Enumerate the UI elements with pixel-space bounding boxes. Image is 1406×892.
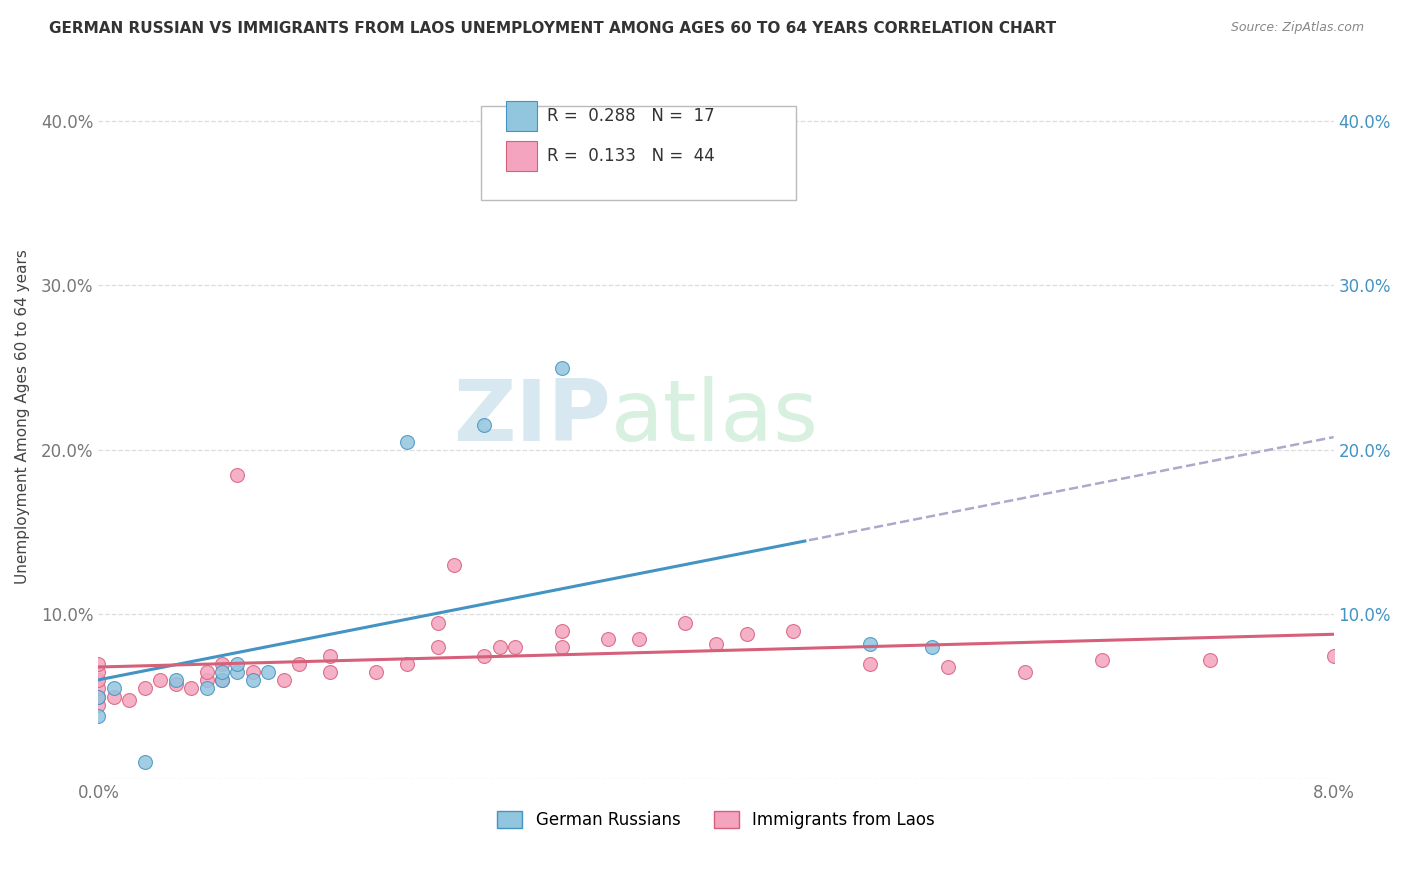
Point <box>596 632 619 646</box>
Point <box>195 665 218 679</box>
Point <box>165 676 187 690</box>
Point <box>288 657 311 671</box>
Point <box>103 690 125 704</box>
Point <box>474 418 496 433</box>
Point <box>87 673 110 688</box>
Point <box>627 632 650 646</box>
Point <box>211 665 233 679</box>
Point <box>550 624 572 638</box>
Point <box>396 434 419 449</box>
Point <box>195 673 218 688</box>
Point <box>443 558 465 572</box>
Point <box>1323 648 1346 663</box>
Point <box>921 640 943 655</box>
Text: atlas: atlas <box>612 376 820 458</box>
Bar <box>506 101 537 131</box>
Point <box>427 615 450 630</box>
Point <box>242 665 264 679</box>
Bar <box>506 141 537 171</box>
Point <box>550 360 572 375</box>
Text: R =  0.288   N =  17: R = 0.288 N = 17 <box>547 107 714 125</box>
Y-axis label: Unemployment Among Ages 60 to 64 years: Unemployment Among Ages 60 to 64 years <box>15 250 30 584</box>
Point <box>489 640 512 655</box>
Point <box>165 673 187 688</box>
Point <box>87 681 110 696</box>
Point <box>1091 653 1114 667</box>
Point <box>226 657 249 671</box>
Point <box>1199 653 1222 667</box>
Point <box>180 681 202 696</box>
Text: ZIP: ZIP <box>453 376 612 458</box>
Point <box>226 467 249 482</box>
Point <box>735 627 758 641</box>
Point <box>859 657 882 671</box>
Point <box>257 665 280 679</box>
Point <box>673 615 696 630</box>
Point <box>87 709 110 723</box>
Point <box>1014 665 1036 679</box>
Point <box>319 648 342 663</box>
Text: GERMAN RUSSIAN VS IMMIGRANTS FROM LAOS UNEMPLOYMENT AMONG AGES 60 TO 64 YEARS CO: GERMAN RUSSIAN VS IMMIGRANTS FROM LAOS U… <box>49 21 1056 36</box>
Point <box>211 673 233 688</box>
Point <box>87 657 110 671</box>
Point <box>226 665 249 679</box>
Point <box>211 673 233 688</box>
Point <box>87 665 110 679</box>
Point <box>319 665 342 679</box>
Point <box>87 690 110 704</box>
Point <box>782 624 804 638</box>
Point <box>242 673 264 688</box>
Point <box>118 693 141 707</box>
Point <box>87 690 110 704</box>
Point <box>427 640 450 655</box>
Legend: German Russians, Immigrants from Laos: German Russians, Immigrants from Laos <box>491 805 942 836</box>
FancyBboxPatch shape <box>481 106 796 200</box>
Point <box>195 681 218 696</box>
Point <box>859 637 882 651</box>
Point <box>273 673 295 688</box>
Point <box>211 657 233 671</box>
Point <box>103 681 125 696</box>
Point <box>474 648 496 663</box>
Point <box>396 657 419 671</box>
Text: Source: ZipAtlas.com: Source: ZipAtlas.com <box>1230 21 1364 34</box>
Point <box>366 665 388 679</box>
Point <box>704 637 727 651</box>
Point <box>505 640 527 655</box>
Point <box>134 681 156 696</box>
Point <box>550 640 572 655</box>
Point <box>134 756 156 770</box>
Point <box>149 673 172 688</box>
Point <box>87 698 110 712</box>
Text: R =  0.133   N =  44: R = 0.133 N = 44 <box>547 147 714 166</box>
Point <box>936 660 959 674</box>
